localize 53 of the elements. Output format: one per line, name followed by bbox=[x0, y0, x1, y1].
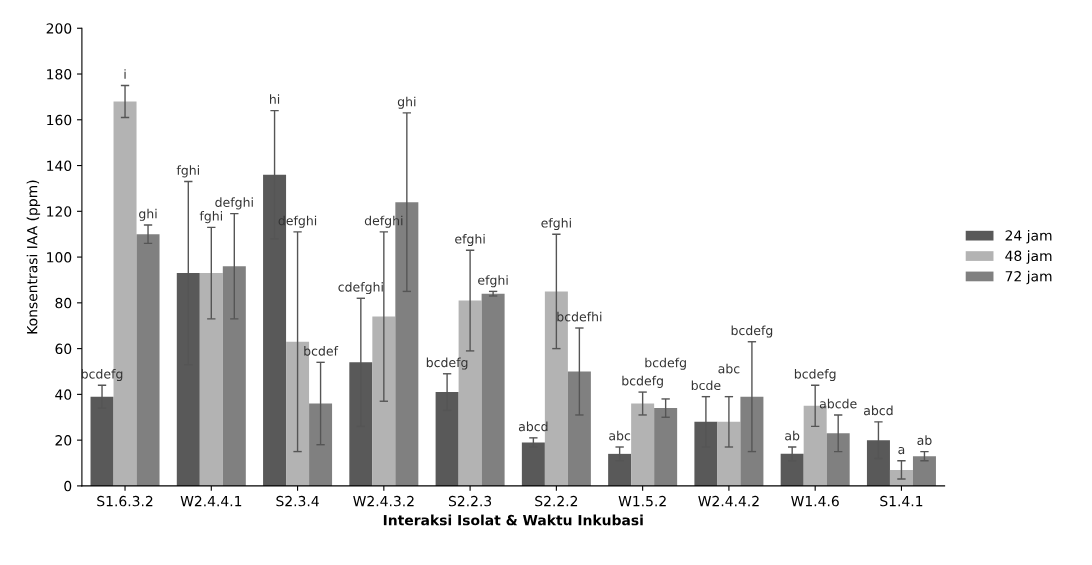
x-tick-label: W1.5.2 bbox=[618, 495, 666, 507]
annotation: bcdefg bbox=[426, 357, 468, 370]
annotation: defghi bbox=[215, 197, 253, 210]
x-tick-label: S1.4.1 bbox=[880, 495, 923, 507]
y-tick-label: 20 bbox=[55, 435, 72, 446]
annotation: abc bbox=[718, 363, 740, 374]
annotation: cdefghi bbox=[338, 282, 383, 295]
annotation: i bbox=[124, 69, 126, 79]
y-tick-label: 40 bbox=[55, 389, 72, 400]
x-tick-label: S2.2.2 bbox=[535, 495, 578, 507]
legend-label: 72 jam bbox=[1005, 270, 1052, 285]
annotation: bcde bbox=[691, 380, 721, 391]
x-tick-label: W1.4.6 bbox=[791, 495, 839, 507]
y-tick-label: 100 bbox=[47, 252, 72, 263]
x-tick-label: S2.2.3 bbox=[448, 495, 492, 507]
y-tick-label: 0 bbox=[64, 480, 72, 492]
annotation: fghi bbox=[199, 211, 222, 224]
annotation: hi bbox=[270, 94, 280, 104]
annotation: bcdefhi bbox=[557, 311, 602, 322]
x-tick-label: S2.3.4 bbox=[276, 495, 319, 507]
annotation: abcd bbox=[863, 405, 893, 416]
y-tick-label: 80 bbox=[55, 297, 72, 309]
legend-label: 48 jam bbox=[1005, 250, 1052, 264]
annotation: bcdefg bbox=[622, 375, 663, 388]
annotation: abcde bbox=[819, 398, 857, 409]
x-axis-title: Interaksi Isolat & Waktu Inkubasi bbox=[383, 514, 643, 526]
annotation: efghi bbox=[478, 275, 508, 288]
x-tick-label: W2.4.3.2 bbox=[353, 495, 414, 507]
annotation: abc bbox=[609, 430, 631, 441]
annotation: ghi bbox=[397, 96, 416, 109]
annotation: fghi bbox=[176, 165, 199, 178]
annotation: efghi bbox=[455, 233, 485, 247]
annotation: ab bbox=[917, 435, 932, 445]
annotation: bcdefg bbox=[645, 357, 686, 370]
annotation: bcdefg bbox=[731, 325, 773, 338]
y-tick-label: 200 bbox=[46, 23, 72, 34]
annotation: ab bbox=[785, 430, 800, 441]
y-tick-label: 140 bbox=[47, 160, 72, 172]
annotation: efghi bbox=[541, 217, 571, 231]
x-tick-label: W2.4.4.2 bbox=[698, 495, 759, 507]
y-axis-title: Konsentrasi IAA (ppm) bbox=[26, 180, 41, 334]
x-tick-label: S1.6.3.2 bbox=[97, 495, 153, 507]
x-tick-label: W2.4.4.1 bbox=[180, 495, 242, 507]
annotation: abcd bbox=[518, 421, 548, 432]
annotation: a bbox=[898, 446, 905, 455]
y-tick-label: 160 bbox=[47, 114, 72, 126]
legend-label: 24 jam bbox=[1005, 229, 1052, 244]
y-tick-label: 180 bbox=[47, 68, 72, 80]
annotation: bcdef bbox=[304, 346, 339, 356]
annotation: ghi bbox=[139, 208, 157, 221]
y-tick-label: 120 bbox=[47, 206, 72, 217]
annotation: bcdefg bbox=[794, 368, 836, 382]
y-tick-label: 60 bbox=[55, 343, 72, 355]
